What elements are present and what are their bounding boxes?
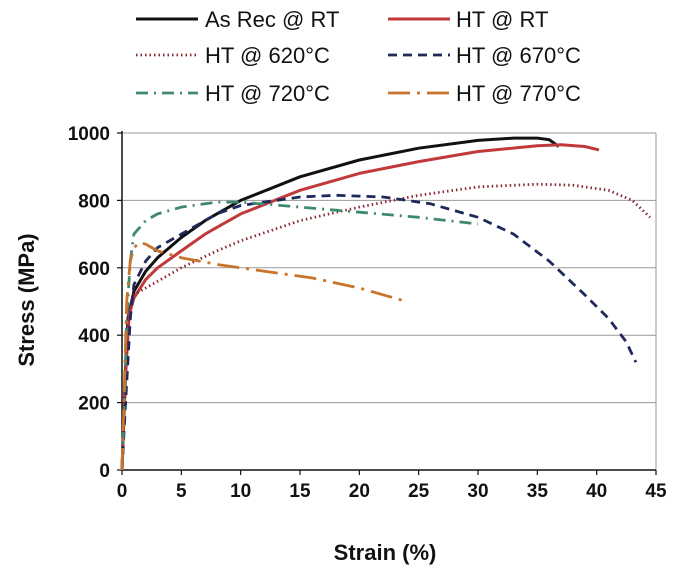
series-line-6 [120, 241, 408, 471]
x-tick-label: 30 [467, 481, 488, 502]
y-axis-label: Stress (MPa) [14, 233, 39, 366]
x-tick-label: 20 [349, 481, 370, 502]
series-lines [120, 136, 652, 471]
series-line-3 [120, 182, 652, 471]
legend-label-5: HT @ 720°C [205, 81, 330, 106]
x-tick-label: 25 [408, 481, 430, 502]
grid-lines [122, 132, 657, 470]
x-tick-label: 5 [176, 481, 187, 502]
legend: As Rec @ RT HT @ RT HT @ 620°C HT @ 670°C HT… [136, 7, 581, 106]
legend-label-4: HT @ 670°C [456, 43, 581, 68]
legend-label-3: HT @ 620°C [205, 43, 330, 68]
x-tick-label: 40 [586, 481, 607, 502]
legend-label-6: HT @ 770°C [456, 81, 581, 106]
y-tick-label: 1000 [68, 124, 110, 145]
y-tick-label: 800 [78, 191, 110, 212]
x-tick-labels: 0 5 10 15 20 25 30 35 40 45 [117, 481, 667, 502]
y-tick-labels: 0 200 400 600 800 1000 [68, 124, 110, 482]
series-line-1 [120, 136, 560, 471]
x-tick-label: 45 [645, 481, 667, 502]
y-tick-label: 600 [78, 259, 110, 280]
series-line-2 [120, 143, 600, 471]
x-tick-label: 10 [230, 481, 251, 502]
legend-label-1: As Rec @ RT [205, 7, 339, 32]
x-tick-label: 35 [527, 481, 549, 502]
legend-label-2: HT @ RT [456, 7, 548, 32]
y-tick-label: 200 [78, 394, 110, 415]
x-axis-label: Strain (%) [334, 540, 437, 565]
x-tick-label: 0 [117, 481, 128, 502]
x-tick-label: 15 [289, 481, 311, 502]
y-tick-label: 400 [78, 326, 110, 347]
y-tick-label: 0 [99, 461, 110, 482]
axes [117, 131, 657, 475]
series-line-4 [120, 193, 638, 471]
